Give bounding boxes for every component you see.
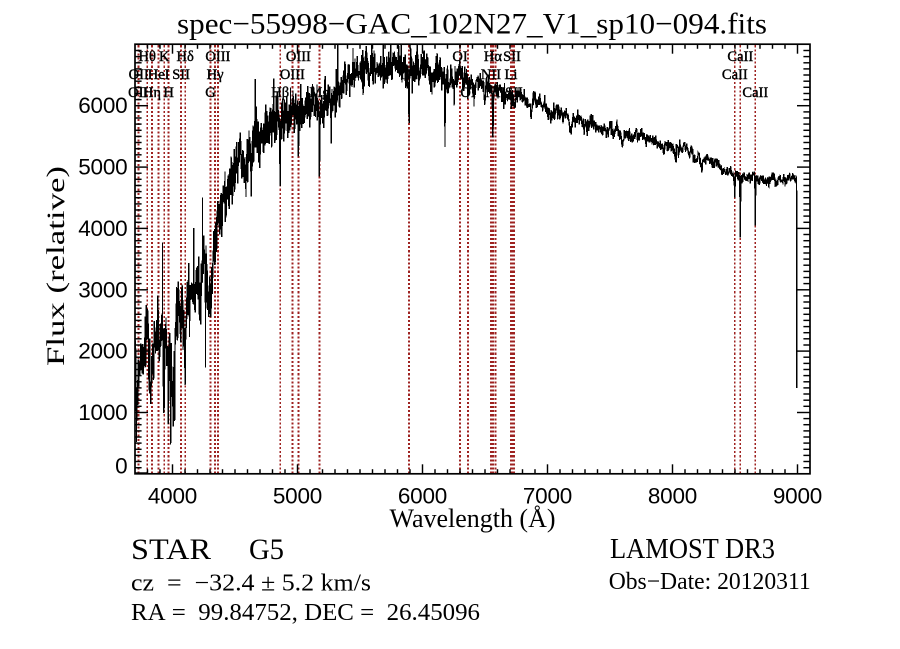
svg-text:G: G [205, 85, 216, 101]
svg-text:Na: Na [401, 67, 418, 83]
svg-text:Mg: Mg [309, 85, 329, 101]
svg-text:spec−55998−GAC_102N27_V1_sp10−: spec−55998−GAC_102N27_V1_sp10−094.fits [177, 8, 767, 41]
svg-text:Wavelength (Å): Wavelength (Å) [390, 504, 556, 533]
svg-text:OIII: OIII [205, 49, 230, 65]
svg-text:CaII: CaII [722, 67, 748, 83]
svg-text:OI: OI [460, 85, 475, 101]
svg-text:SII: SII [172, 67, 190, 83]
svg-text:4000: 4000 [148, 484, 197, 509]
svg-text:Hα: Hα [484, 49, 502, 65]
svg-text:Hη: Hη [143, 85, 161, 101]
svg-text:SII: SII [503, 49, 521, 65]
svg-text:7000: 7000 [523, 484, 572, 509]
svg-text:8000: 8000 [648, 484, 697, 509]
svg-text:4000: 4000 [78, 216, 127, 241]
svg-text:OII: OII [128, 85, 148, 101]
svg-text:NII: NII [485, 85, 505, 101]
svg-text:3000: 3000 [78, 277, 127, 302]
svg-text:9000: 9000 [773, 484, 822, 509]
svg-text:cz = −32.4 ± 5.2 km/s: cz = −32.4 ± 5.2 km/s [131, 571, 371, 597]
svg-text:SII: SII [505, 85, 523, 101]
svg-text:G5: G5 [249, 533, 284, 566]
svg-text:2000: 2000 [78, 339, 127, 364]
svg-text:6000: 6000 [78, 93, 127, 118]
svg-text:Hγ: Hγ [207, 67, 224, 83]
svg-text:Hθ: Hθ [138, 49, 155, 65]
svg-text:NII: NII [481, 67, 501, 83]
svg-text:Flux (relative): Flux (relative) [43, 166, 70, 366]
svg-text:Li: Li [505, 67, 518, 83]
svg-text:OI: OI [452, 49, 467, 65]
svg-text:HeI: HeI [148, 67, 170, 83]
svg-text:LAMOST DR3: LAMOST DR3 [610, 534, 775, 565]
svg-text:STAR: STAR [131, 533, 211, 566]
svg-text:H: H [163, 85, 174, 101]
svg-text:OII: OII [129, 67, 149, 83]
svg-text:CaII: CaII [727, 49, 753, 65]
svg-text:Obs−Date: 20120311: Obs−Date: 20120311 [609, 569, 811, 595]
svg-text:RA = 99.84752, DEC = 26.4509: RA = 99.84752, DEC = 26.45096 [131, 600, 480, 626]
svg-text:5000: 5000 [78, 155, 127, 180]
svg-text:K: K [159, 49, 170, 65]
svg-text:0: 0 [115, 453, 127, 478]
svg-text:6000: 6000 [398, 484, 447, 509]
svg-text:OIII: OIII [280, 67, 305, 83]
svg-text:Hδ: Hδ [177, 49, 194, 65]
svg-text:OIII: OIII [286, 49, 311, 65]
svg-text:Hβ: Hβ [271, 85, 289, 101]
svg-text:CaII: CaII [742, 85, 768, 101]
svg-text:5000: 5000 [273, 484, 322, 509]
svg-text:1000: 1000 [78, 400, 127, 425]
